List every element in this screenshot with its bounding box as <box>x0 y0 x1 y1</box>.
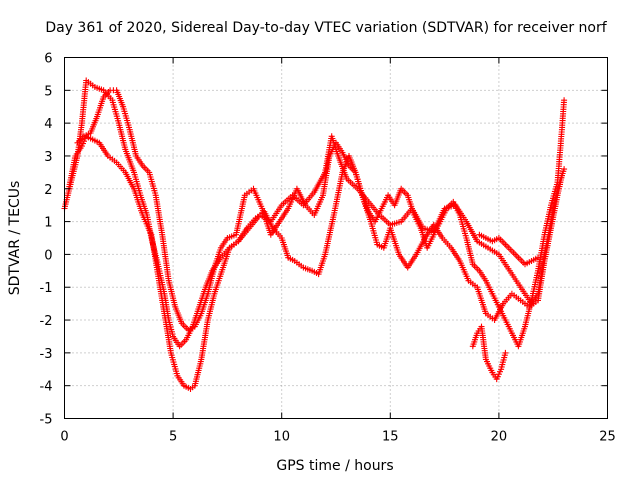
x-tick-label: 0 <box>60 430 68 445</box>
y-tick-label: 4 <box>44 117 52 132</box>
series-track-e <box>476 231 541 268</box>
x-tick-label: 15 <box>382 430 399 445</box>
x-axis-label: GPS time / hours <box>276 458 393 474</box>
x-tick-label: 10 <box>273 430 290 445</box>
y-tick-label: -4 <box>40 380 53 395</box>
x-tick-label: 25 <box>599 430 616 445</box>
axis-ticks: -5 -4 -3 -2 -1 0 1 2 3 4 5 6 0 5 10 15 20 25 <box>40 52 616 445</box>
y-tick-label: -2 <box>40 314 53 329</box>
chart-title: Day 361 of 2020, Sidereal Day-to-day VTE… <box>45 20 607 36</box>
grid <box>64 57 608 419</box>
y-tick-label: -5 <box>40 413 53 428</box>
y-tick-label: -1 <box>40 281 53 296</box>
x-tick-label: 5 <box>169 430 177 445</box>
y-tick-label: 6 <box>44 52 52 67</box>
y-axis-label: SDTVAR / TECUs <box>7 181 23 296</box>
data-points <box>61 77 568 392</box>
y-tick-label: 1 <box>44 216 52 231</box>
y-tick-label: 2 <box>44 183 52 198</box>
plot-frame <box>64 57 608 419</box>
x-tick-label: 20 <box>491 430 508 445</box>
series-track-c <box>74 87 568 350</box>
y-tick-label: 3 <box>44 150 52 165</box>
series-track-d <box>469 323 509 383</box>
y-tick-label: -3 <box>40 347 53 362</box>
y-tick-label: 5 <box>44 84 52 99</box>
y-tick-label: 0 <box>44 248 52 263</box>
